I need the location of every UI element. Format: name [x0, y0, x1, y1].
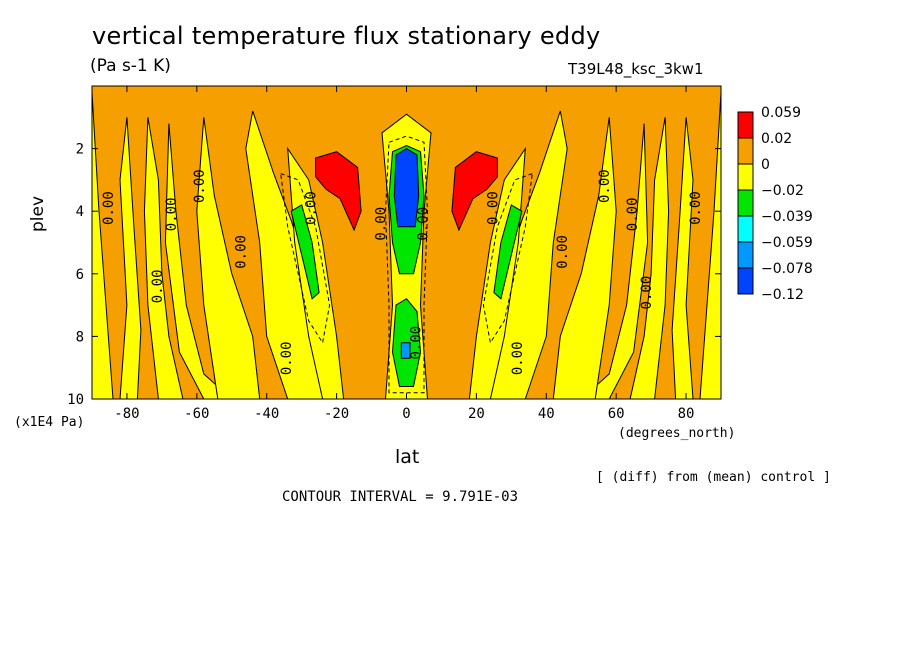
field-weak-negative — [671, 117, 694, 399]
field-strong-positive — [315, 151, 362, 232]
x-tick-label: 60 — [608, 406, 625, 422]
x-tick-label: 80 — [678, 406, 695, 422]
field-negative — [290, 204, 320, 300]
colorbar-label: 0.02 — [761, 131, 792, 147]
y-axis-unit: (x1E4 Pa) — [14, 415, 85, 430]
colorbar-swatch — [737, 267, 754, 295]
units-label: (Pa s-1 K) — [90, 56, 171, 76]
contour-label: 0.00 — [192, 169, 208, 203]
y-tick-label: 2 — [76, 142, 84, 158]
colorbar-label: −0.078 — [761, 261, 813, 277]
x-axis-unit: (degrees_north) — [618, 426, 736, 441]
field-weak-negative — [164, 123, 233, 399]
field-weak-negative — [119, 117, 142, 399]
contour-interval: CONTOUR INTERVAL = 9.791E-03 — [282, 489, 519, 505]
x-tick-label: -80 — [114, 406, 139, 422]
contour-label: 0.00 — [234, 235, 250, 269]
colorbar-label: −0.059 — [761, 235, 813, 251]
x-axis: -80 -60 -40 -20 0 20 40 60 80 — [114, 86, 694, 422]
contour-label: 0.00 — [101, 191, 117, 225]
y-tick-label: 6 — [76, 267, 84, 283]
plot-area: 0.00 0.00 0.00 0.00 0.00 0.00 0.00 0.00 0.00 0.00… — [92, 86, 721, 399]
colorbar-swatch — [737, 111, 754, 139]
field-weak-negative — [143, 117, 184, 399]
field-weak-negative — [552, 117, 617, 399]
contour-label: 0.00 — [625, 197, 641, 231]
contour-label: 0.00 — [597, 169, 613, 203]
field-strong-positive — [451, 151, 498, 232]
colorbar-label: −0.02 — [761, 183, 804, 199]
x-tick-label: -20 — [324, 406, 349, 422]
colorbar-swatch — [737, 215, 754, 243]
colorbar-swatch — [737, 137, 754, 165]
chart-title: vertical temperature flux stationary edd… — [92, 22, 601, 50]
contour-label: 0.00 — [688, 191, 704, 225]
field-weak-negative — [580, 123, 649, 399]
x-tick-label: 0 — [402, 406, 410, 422]
contour-negative — [482, 172, 533, 345]
colorbar-swatch — [737, 189, 754, 217]
x-axis-label: lat — [395, 446, 420, 468]
colorbar-swatch — [737, 163, 754, 191]
contour-negative — [384, 135, 429, 394]
colorbar-label: −0.12 — [761, 287, 804, 303]
field-weak-negative — [196, 117, 261, 399]
contour-label: 0.00 — [639, 276, 655, 310]
y-axis: 2 4 6 8 10 — [67, 142, 721, 408]
contour-label: 0.00 — [279, 341, 295, 375]
colorbar: 0.059 0.02 0 −0.02 −0.039 −0.059 −0.078 −0.12 — [737, 105, 813, 303]
field-very-negative — [400, 342, 411, 359]
contour-label: 0.00 — [408, 326, 424, 360]
contour-label: 0.00 — [415, 207, 431, 241]
footnote: [ (diff) from (mean) control ] — [596, 470, 831, 485]
field-negative — [493, 204, 523, 300]
contour-negative — [280, 172, 331, 345]
colorbar-swatch — [737, 241, 754, 269]
y-tick-label: 4 — [76, 204, 84, 220]
run-name: T39L48_ksc_3kw1 — [568, 60, 704, 78]
field-weak-negative — [92, 92, 114, 399]
contour-label: 0.00 — [164, 197, 180, 231]
x-tick-label: 20 — [468, 406, 485, 422]
colorbar-label: 0 — [761, 157, 770, 173]
field-weak-negative — [699, 92, 721, 399]
contour-label: 0.00 — [374, 207, 390, 241]
colorbar-label: −0.039 — [761, 209, 813, 225]
colorbar-label: 0.059 — [761, 105, 801, 121]
contour-label: 0.00 — [555, 235, 571, 269]
y-tick-label: 10 — [67, 392, 84, 408]
x-tick-label: -40 — [254, 406, 279, 422]
contour-label: 0.00 — [150, 269, 166, 303]
field-weak-negative — [629, 117, 670, 399]
x-tick-label: 40 — [538, 406, 555, 422]
contour-label: 0.00 — [304, 191, 320, 225]
y-tick-label: 8 — [76, 329, 84, 345]
contour-label: 0.00 — [485, 191, 501, 225]
x-tick-label: -60 — [184, 406, 209, 422]
contour-label: 0.00 — [510, 341, 526, 375]
field-strong-negative — [393, 148, 420, 228]
